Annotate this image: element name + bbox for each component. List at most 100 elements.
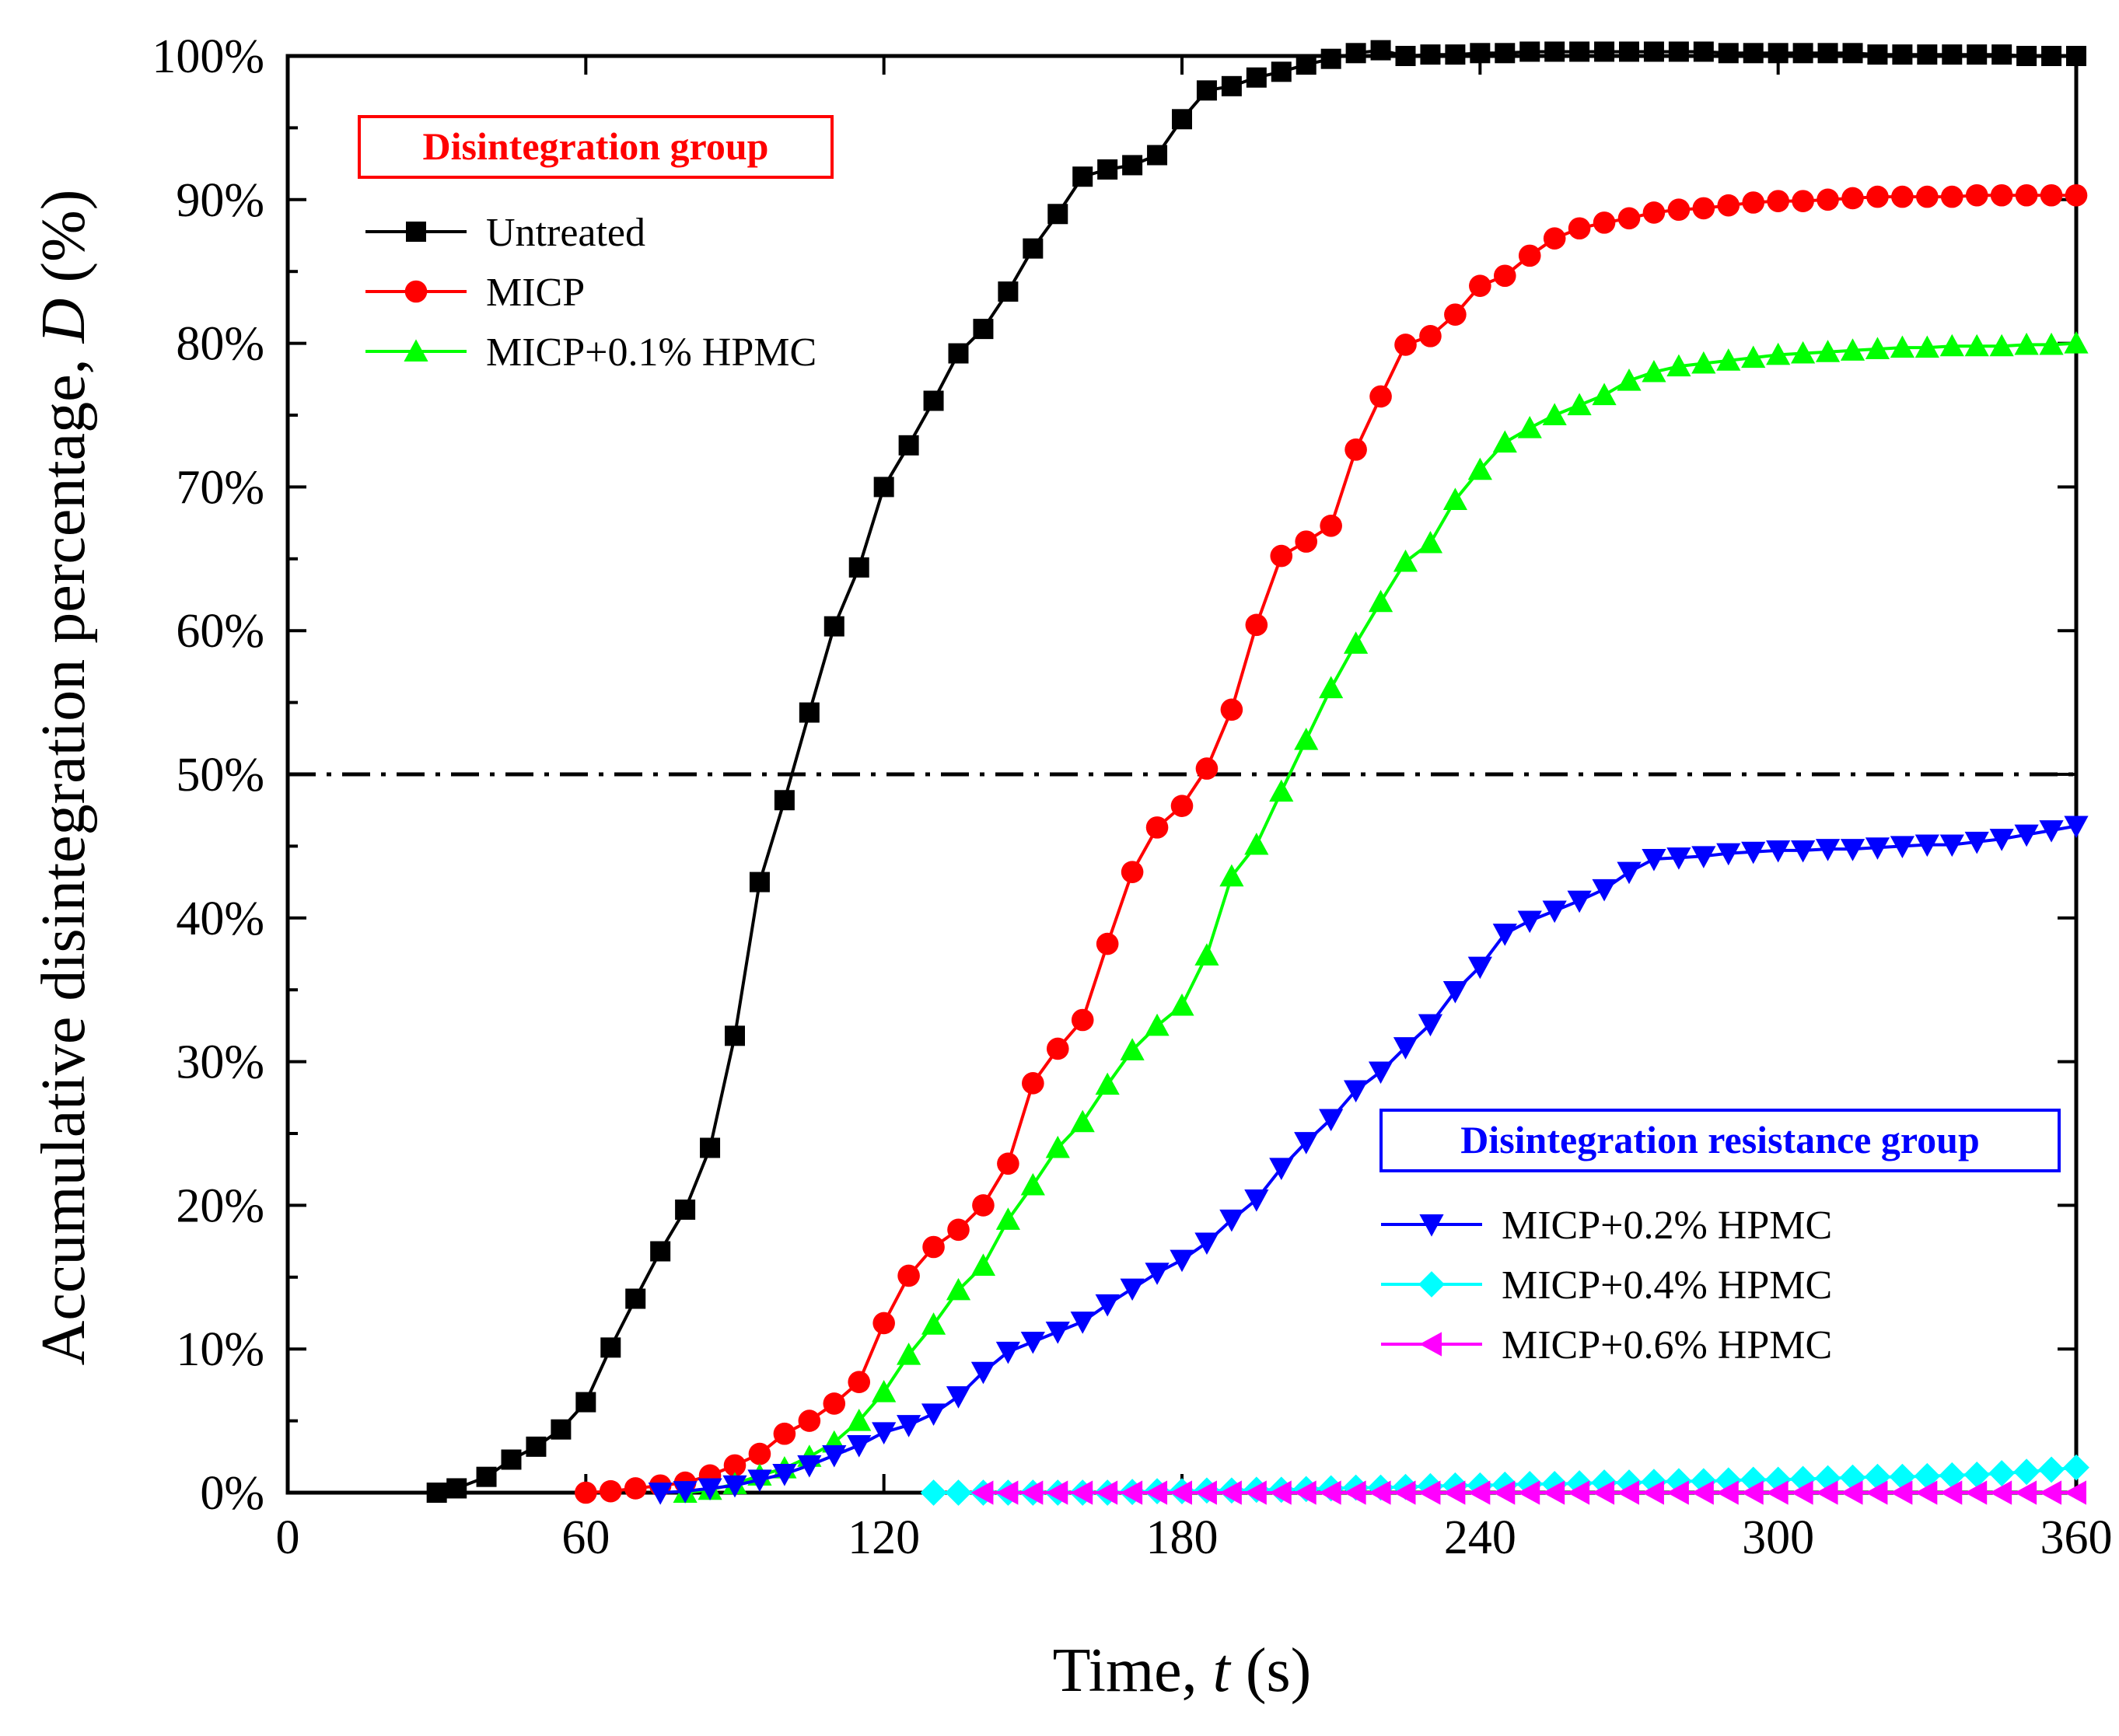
data-point <box>1841 187 1864 210</box>
data-point <box>1418 1480 1441 1505</box>
data-point <box>1567 393 1592 416</box>
data-point <box>1567 890 1592 913</box>
data-point <box>1964 334 1989 357</box>
data-point <box>945 1479 972 1506</box>
data-point <box>922 1235 945 1259</box>
y-tick-label: 10% <box>176 1323 264 1376</box>
data-point <box>2014 1480 2037 1505</box>
legend-marker <box>1419 1332 1442 1357</box>
data-point <box>1467 457 1492 480</box>
data-point <box>1914 1480 1938 1505</box>
data-point <box>772 1463 797 1486</box>
data-point <box>1147 145 1168 166</box>
data-point <box>873 477 894 498</box>
data-point <box>2040 183 2063 207</box>
data-point <box>1445 44 1466 65</box>
data-point <box>1070 1109 1095 1133</box>
data-point <box>1319 1480 1341 1505</box>
data-point <box>947 1218 970 1242</box>
data-point <box>1095 1072 1120 1095</box>
x-tick-label: 240 <box>1444 1511 1516 1564</box>
data-point <box>1120 1038 1145 1060</box>
x-axis-title: Time, t (s) <box>1053 1636 1312 1705</box>
data-point <box>625 1288 646 1309</box>
data-point <box>1815 1480 1838 1505</box>
data-point <box>847 1409 872 1431</box>
data-point <box>872 1422 897 1444</box>
data-point <box>1666 354 1691 377</box>
data-point <box>1617 1480 1639 1505</box>
data-point <box>624 1477 647 1500</box>
data-point <box>1989 334 2014 357</box>
data-point <box>650 1241 671 1262</box>
data-point <box>1815 340 1841 362</box>
data-point <box>2013 1458 2040 1486</box>
data-point <box>1070 1480 1093 1505</box>
data-point <box>551 1419 572 1440</box>
data-point <box>1046 1037 1069 1060</box>
data-point <box>1219 1209 1244 1232</box>
axes: 0 60 120 180 240 300 360 0% 10% 20% 30% 40% 50% 60% 70… <box>152 30 2112 1564</box>
data-point <box>1840 338 1865 361</box>
legend-label: Untreated <box>486 211 645 255</box>
data-point <box>1122 155 1143 176</box>
data-point <box>872 1380 897 1402</box>
data-point <box>823 616 844 637</box>
data-point <box>1967 44 1988 65</box>
data-point <box>921 1312 946 1335</box>
data-point <box>1492 924 1517 946</box>
data-point <box>946 1386 971 1409</box>
data-point <box>1419 325 1442 348</box>
legend-label: MICP+0.2% HPMC <box>1502 1203 1832 1248</box>
y-axis-title: Accumulative disintegration percentage, … <box>30 190 98 1366</box>
data-point <box>1592 382 1617 406</box>
data-point <box>1269 779 1294 802</box>
data-point <box>1815 839 1841 861</box>
data-point <box>1493 264 1516 288</box>
data-point <box>1145 1263 1170 1285</box>
data-point <box>1172 109 1192 130</box>
data-point <box>1393 549 1418 572</box>
data-point <box>847 1435 872 1458</box>
y-tick-label: 100% <box>152 30 264 83</box>
data-point <box>997 1152 1019 1175</box>
data-point <box>1690 1468 1717 1495</box>
x-tick-label: 360 <box>2040 1511 2113 1564</box>
data-point <box>998 281 1019 302</box>
data-point <box>1170 1480 1192 1505</box>
data-point <box>1442 1480 1466 1505</box>
data-point <box>1840 1480 1863 1505</box>
data-point <box>1594 41 1615 62</box>
data-point <box>1269 1480 1292 1505</box>
data-point <box>1990 183 2013 207</box>
y-tick-label: 30% <box>176 1036 264 1089</box>
data-point <box>923 390 944 411</box>
data-point <box>575 1392 596 1413</box>
data-point <box>1716 348 1741 371</box>
legend-marker <box>406 222 426 242</box>
data-point <box>897 1264 920 1287</box>
legend-resistance-group-title: Disintegration resistance group <box>1460 1118 1980 1161</box>
data-point <box>1320 48 1341 69</box>
data-point <box>1444 303 1467 326</box>
data-point <box>1865 837 1890 860</box>
data-point <box>1516 1471 1544 1497</box>
legend-disintegration-group-title: Disintegration group <box>423 124 769 168</box>
data-point <box>1693 41 1714 62</box>
data-point <box>600 1337 621 1358</box>
data-point <box>1617 369 1642 391</box>
data-point <box>995 1207 1020 1230</box>
data-point <box>1368 1061 1393 1085</box>
data-point <box>1244 1480 1267 1505</box>
data-point <box>798 1409 821 1432</box>
data-point <box>575 1481 597 1504</box>
data-point <box>1492 430 1517 453</box>
data-point <box>1592 1480 1615 1505</box>
y-tick-label: 60% <box>176 605 264 658</box>
data-point <box>1988 1460 2016 1486</box>
legend-marker <box>1418 1271 1445 1298</box>
data-point <box>1989 1480 2012 1505</box>
data-point <box>1963 1462 1991 1488</box>
data-point <box>1219 864 1244 887</box>
data-point <box>648 1483 673 1505</box>
